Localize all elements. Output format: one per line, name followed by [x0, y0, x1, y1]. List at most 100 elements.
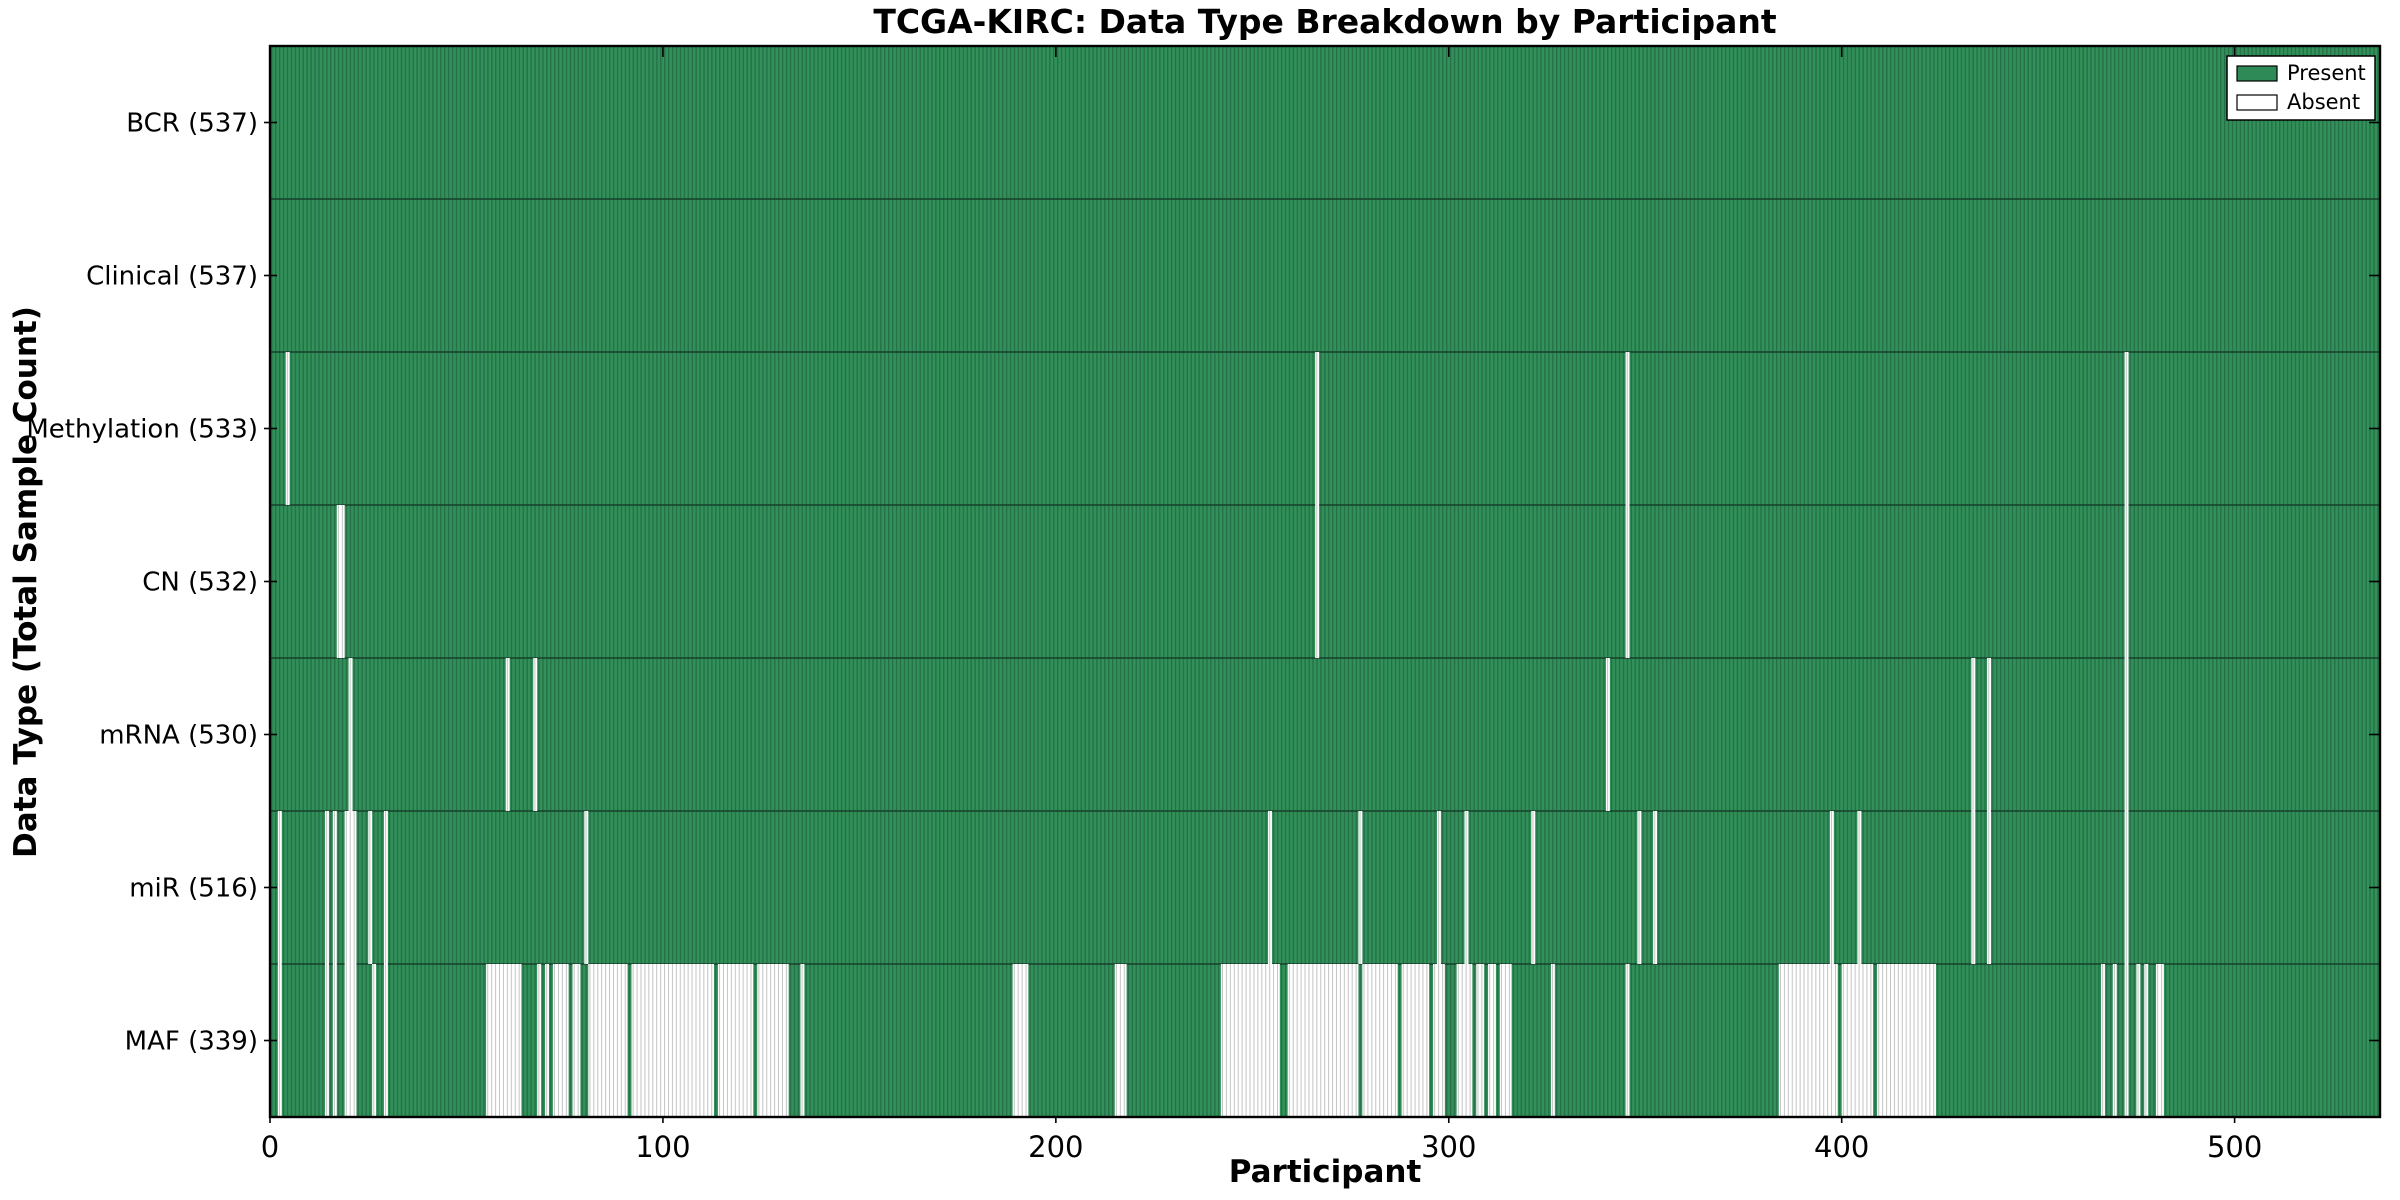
absent-mark: [368, 811, 373, 964]
absent-mark: [1550, 964, 1555, 1117]
absent-mark: [800, 964, 805, 1117]
absent-mark: [1358, 811, 1363, 964]
absent-mark: [383, 964, 388, 1117]
absent-mark: [1877, 964, 1936, 1117]
x-axis-label: Participant: [1229, 1154, 1422, 1190]
absent-mark: [336, 505, 345, 658]
absent-mark: [1315, 352, 1320, 505]
absent-mark: [717, 964, 754, 1117]
absent-mark: [1857, 811, 1862, 964]
legend-label: Absent: [2287, 90, 2360, 114]
absent-mark: [1829, 811, 1834, 964]
x-tick-label: 400: [1814, 1130, 1869, 1164]
absent-mark: [2124, 352, 2129, 505]
absent-mark: [1220, 964, 1280, 1117]
absent-mark: [1637, 811, 1642, 964]
absent-mark: [2136, 964, 2141, 1117]
y-tick-label: Methylation (533): [26, 415, 258, 445]
legend-swatch-present: [2236, 65, 2278, 82]
absent-mark: [2112, 964, 2117, 1117]
absent-mark: [1436, 811, 1441, 964]
x-tick-label: 500: [2207, 1130, 2262, 1164]
absent-mark: [344, 964, 357, 1117]
y-axis-label: Data Type (Total Sample Count): [8, 306, 44, 858]
absent-mark: [1287, 964, 1359, 1117]
chart-title: TCGA-KIRC: Data Type Breakdown by Partic…: [873, 2, 1777, 41]
absent-mark: [2124, 505, 2129, 658]
absent-mark: [1488, 964, 1496, 1117]
absent-mark: [584, 811, 589, 964]
absent-mark: [285, 352, 290, 505]
y-tick-label: MAF (339): [125, 1027, 258, 1057]
x-tick-label: 300: [1421, 1130, 1476, 1164]
absent-mark: [1841, 964, 1874, 1117]
row-CN: [336, 505, 2129, 658]
absent-mark: [1114, 964, 1127, 1117]
present-field: [270, 46, 2380, 1117]
absent-mark: [1268, 811, 1272, 964]
absent-mark: [1971, 658, 1976, 811]
absent-mark: [1605, 658, 1610, 811]
y-tick-label: BCR (537): [126, 109, 258, 139]
row-mRNA: [348, 658, 2129, 811]
y-tick-label: Clinical (537): [86, 262, 258, 292]
plot-area: 0 100 200 300 400 500 BCR (537) Clinical (537) M…: [26, 44, 2382, 1164]
x-tick-label: 200: [1028, 1130, 1083, 1164]
y-tick-label: miR (516): [129, 874, 258, 904]
absent-mark: [383, 811, 388, 964]
row-miR: [277, 811, 2129, 964]
absent-mark: [1653, 811, 1658, 964]
absent-mark: [344, 811, 357, 964]
absent-mark: [1625, 352, 1630, 505]
absent-mark: [1456, 964, 1473, 1117]
y-tick-label: mRNA (530): [99, 721, 258, 751]
absent-mark: [325, 964, 329, 1117]
absent-mark: [348, 658, 353, 811]
absent-mark: [1531, 811, 1536, 964]
absent-mark: [2144, 964, 2149, 1117]
absent-mark: [505, 658, 510, 811]
absent-mark: [1987, 811, 1992, 964]
absent-mark: [1778, 964, 1838, 1117]
absent-mark: [2124, 658, 2129, 811]
absent-mark: [552, 964, 569, 1117]
absent-mark: [2156, 964, 2164, 1117]
absent-mark: [533, 658, 538, 811]
row-Methylation: [285, 352, 2129, 505]
x-tick-label: 0: [261, 1130, 279, 1164]
absent-mark: [1362, 964, 1398, 1117]
absent-mark: [372, 964, 377, 1117]
absent-mark: [332, 964, 337, 1117]
legend-swatch-absent: [2236, 94, 2278, 111]
absent-mark: [572, 964, 581, 1117]
absent-mark: [1625, 505, 1630, 658]
absent-mark: [2101, 964, 2105, 1117]
absent-mark: [588, 964, 628, 1117]
absent-mark: [2124, 964, 2129, 1117]
absent-mark: [1971, 811, 1976, 964]
absent-mark: [277, 964, 282, 1117]
absent-mark: [1499, 964, 1512, 1117]
x-tick-label: 100: [635, 1130, 690, 1164]
legend-label: Present: [2287, 61, 2366, 85]
absent-mark: [1476, 964, 1485, 1117]
row-MAF: [277, 964, 2164, 1117]
absent-mark: [1987, 658, 1992, 811]
absent-mark: [1401, 964, 1430, 1117]
absent-mark: [332, 811, 337, 964]
y-tick-label: CN (532): [142, 568, 258, 598]
absent-mark: [277, 811, 282, 964]
plot-border: [268, 44, 2382, 1119]
absent-mark: [1625, 964, 1630, 1117]
absent-mark: [545, 964, 549, 1117]
absent-mark: [486, 964, 522, 1117]
absent-mark: [1464, 811, 1469, 964]
absent-mark: [325, 811, 329, 964]
legend: Present Absent: [2226, 55, 2376, 121]
absent-mark: [631, 964, 715, 1117]
absent-mark: [1433, 964, 1445, 1117]
absent-mark: [537, 964, 542, 1117]
absent-mark: [2124, 811, 2129, 964]
